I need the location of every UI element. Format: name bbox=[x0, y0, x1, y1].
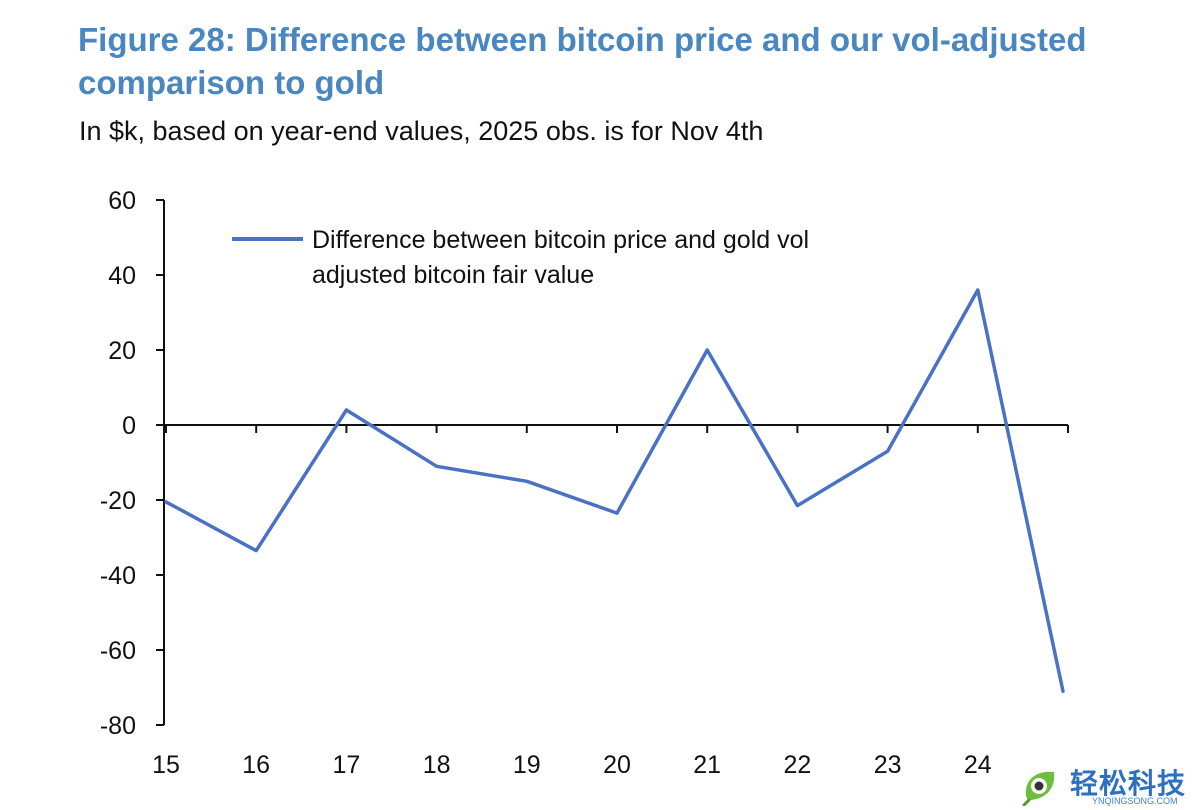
y-tick-label: -40 bbox=[100, 562, 136, 590]
y-tick-label: 60 bbox=[108, 187, 136, 215]
y-axis: 60 40 20 0 -20 -40 -60 -80 bbox=[100, 187, 165, 740]
legend: Difference between bitcoin price and gol… bbox=[232, 226, 809, 289]
y-tick-label: -20 bbox=[100, 487, 136, 515]
x-tick-label: 21 bbox=[693, 751, 721, 779]
x-tick-label: 15 bbox=[152, 751, 180, 779]
watermark-text: 轻松科技 bbox=[1070, 767, 1187, 800]
y-tick-label: 40 bbox=[108, 262, 136, 290]
leaf-logo-icon bbox=[1022, 771, 1055, 806]
y-tick-label: -80 bbox=[100, 712, 136, 740]
watermark: 轻松科技 YNQINGSONG.COM bbox=[1014, 762, 1200, 810]
x-tick-label: 22 bbox=[783, 751, 811, 779]
series-group bbox=[164, 288, 1065, 694]
x-tick-label: 23 bbox=[874, 751, 902, 779]
x-tick-label: 18 bbox=[423, 751, 451, 779]
y-tick-label: 20 bbox=[108, 337, 136, 365]
watermark-subtext: YNQINGSONG.COM bbox=[1092, 796, 1178, 806]
x-tick-label: 19 bbox=[513, 751, 541, 779]
y-tick-label: 0 bbox=[122, 412, 136, 440]
x-tick-label: 24 bbox=[964, 751, 992, 779]
y-tick-label: -60 bbox=[100, 637, 136, 665]
x-axis: 15 16 17 18 19 20 21 22 23 24 bbox=[152, 424, 1069, 779]
legend-label: Difference between bitcoin price and gol… bbox=[312, 226, 809, 289]
series-line bbox=[164, 288, 1065, 694]
x-tick-label: 17 bbox=[332, 751, 360, 779]
x-tick-label: 20 bbox=[603, 751, 631, 779]
figure-title: Figure 28: Difference between bitcoin pr… bbox=[78, 21, 1087, 101]
figure-subtitle: In $k, based on year-end values, 2025 ob… bbox=[79, 116, 764, 146]
x-tick-label: 16 bbox=[242, 751, 270, 779]
